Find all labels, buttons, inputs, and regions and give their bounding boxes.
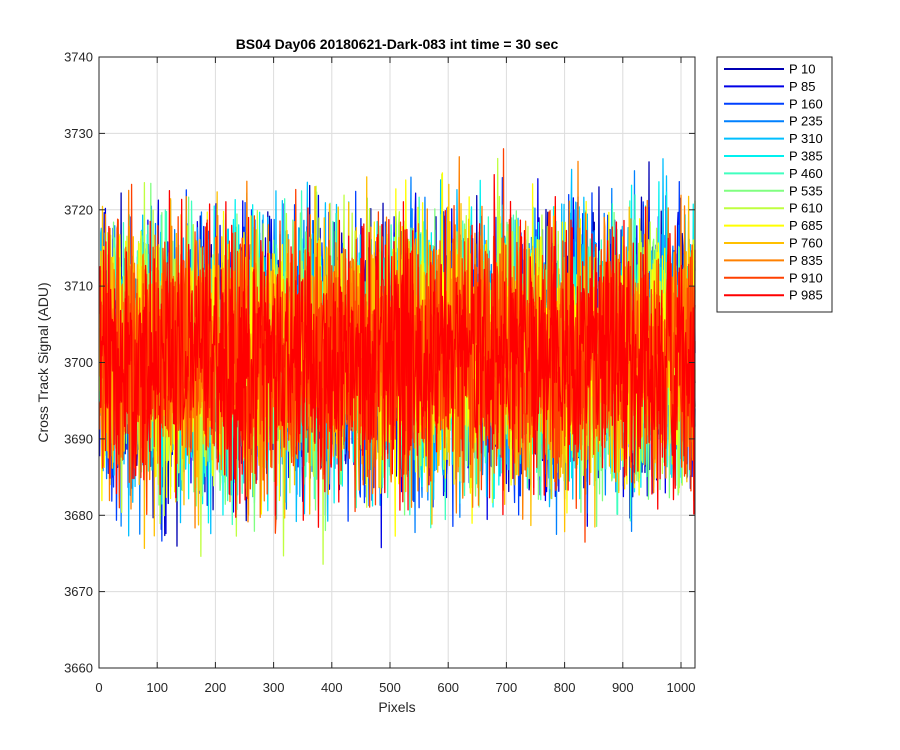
legend-label: P 310: [789, 131, 823, 146]
x-tick-label: 500: [379, 680, 401, 695]
y-tick-label: 3710: [64, 279, 93, 294]
legend-label: P 610: [789, 201, 823, 216]
legend-label: P 85: [789, 79, 816, 94]
y-tick-label: 3690: [64, 431, 93, 446]
series-line-p985: [98, 174, 696, 528]
legend-label: P 760: [789, 236, 823, 251]
y-tick-label: 3700: [64, 355, 93, 370]
x-tick-label: 700: [496, 680, 518, 695]
x-tick-label: 900: [612, 680, 634, 695]
y-tick-labels: 3660 3670 3680 3690 3700 3710 3720 3730 3740: [64, 50, 93, 676]
x-tick-label: 800: [554, 680, 576, 695]
y-tick-label: 3740: [64, 50, 93, 65]
legend-label: P 460: [789, 166, 823, 181]
legend-box: [716, 56, 833, 313]
chart-title: BS04 Day06 20180621-Dark-083 int time = …: [236, 36, 559, 52]
y-tick-label: 3720: [64, 202, 93, 217]
x-tick-label: 200: [205, 680, 227, 695]
x-tick-label: 300: [263, 680, 285, 695]
x-tick-label: 0: [95, 680, 102, 695]
legend-label: P 10: [789, 62, 816, 77]
y-tick-label: 3670: [64, 584, 93, 599]
x-tick-label: 1000: [667, 680, 696, 695]
legend-label: P 910: [789, 270, 823, 285]
x-axis-label: Pixels: [378, 699, 415, 715]
series-lines: [98, 148, 696, 565]
x-tick-labels: 0 100 200 300 400 500 600 700 800 900 1000: [95, 680, 695, 695]
legend-label: P 160: [789, 96, 823, 111]
legend-label: P 535: [789, 183, 823, 198]
legend-label: P 835: [789, 253, 823, 268]
legend-label: P 235: [789, 114, 823, 129]
y-axis-label: Cross Track Signal (ADU): [35, 282, 51, 442]
y-tick-label: 3730: [64, 126, 93, 141]
x-tick-label: 600: [437, 680, 459, 695]
legend-items: P 10 P 85 P 160 P 235 P 310 P 385 P 460 P 535 P …: [724, 62, 823, 303]
axis-ticks: [98, 56, 695, 669]
y-tick-label: 3660: [64, 661, 93, 676]
x-tick-label: 100: [146, 680, 168, 695]
legend: P 10 P 85 P 160 P 235 P 310 P 385 P 460 P 535 P …: [716, 56, 833, 313]
legend-label: P 685: [789, 218, 823, 233]
x-tick-label: 400: [321, 680, 343, 695]
legend-label: P 985: [789, 288, 823, 303]
y-tick-label: 3680: [64, 508, 93, 523]
legend-label: P 385: [789, 149, 823, 164]
